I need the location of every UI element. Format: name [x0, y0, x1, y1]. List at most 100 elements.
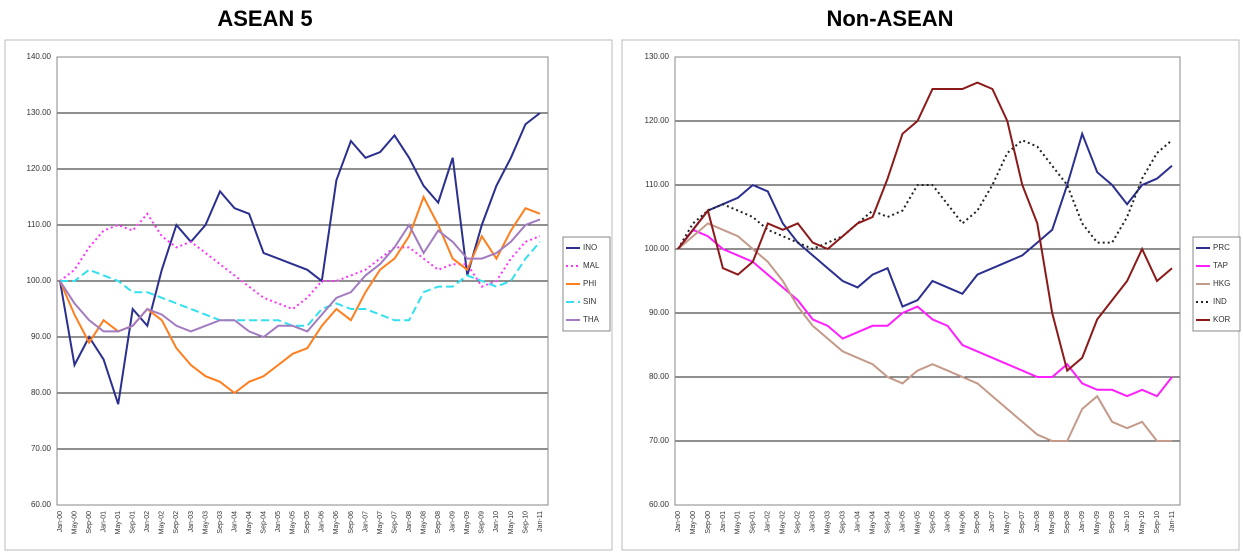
x-tick-label: Jan-08 [406, 511, 413, 533]
legend-label: KOR [1213, 315, 1231, 324]
panel-frame [621, 39, 1240, 551]
x-tick-label: Jan-03 [188, 511, 195, 533]
y-tick-label: 120.00 [27, 164, 52, 173]
series-line [59, 212, 541, 311]
legend-label: PHI [583, 279, 596, 288]
y-tick-label: 140.00 [27, 52, 52, 61]
x-tick-label: Jan-10 [493, 511, 500, 533]
x-tick-label: May-01 [735, 511, 742, 534]
x-tick-label: Sep-02 [173, 511, 180, 534]
x-tick-label: Sep-03 [840, 511, 847, 534]
y-tick-label: 90.00 [649, 308, 670, 317]
x-tick-label: Jan-09 [450, 511, 457, 533]
x-tick-label: Jan-00 [675, 511, 682, 533]
series-line [677, 139, 1173, 251]
series-line [677, 81, 1173, 373]
x-tick-label: May-08 [420, 511, 427, 534]
x-tick-label: Sep-07 [391, 511, 398, 534]
series-line [59, 194, 541, 395]
y-tick-label: 100.00 [27, 276, 52, 285]
y-tick-label: 130.00 [27, 108, 52, 117]
x-tick-label: Sep-04 [260, 511, 267, 534]
x-tick-label: Jan-01 [100, 511, 107, 533]
x-tick-label: May-10 [508, 511, 515, 534]
x-tick-label: May-00 [690, 511, 697, 534]
legend-label: SIN [583, 297, 597, 306]
series-line [677, 228, 1173, 398]
x-tick-label: May-02 [780, 511, 787, 534]
x-tick-label: Sep-00 [705, 511, 712, 534]
chart-title: Non-ASEAN [826, 6, 953, 31]
x-tick-label: Sep-01 [130, 511, 137, 534]
y-tick-label: 70.00 [31, 444, 52, 453]
x-tick-label: May-06 [959, 511, 966, 534]
x-tick-label: May-00 [71, 511, 78, 534]
panel-frame [4, 39, 613, 551]
x-tick-label: Sep-06 [348, 511, 355, 534]
y-tick-label: 60.00 [649, 500, 670, 509]
series-line [677, 222, 1172, 442]
x-tick-label: May-01 [115, 511, 122, 534]
legend-label: IND [1213, 297, 1227, 306]
y-tick-label: 60.00 [31, 500, 52, 509]
x-tick-label: May-04 [246, 511, 253, 534]
x-tick-label: Sep-09 [479, 511, 486, 534]
x-tick-label: Sep-07 [1019, 511, 1026, 534]
plot-area [674, 56, 1181, 506]
x-tick-label: May-02 [159, 511, 166, 534]
legend-label: HKG [1213, 279, 1230, 288]
x-tick-label: Jan-01 [720, 511, 727, 533]
x-tick-label: May-09 [1094, 511, 1101, 534]
y-tick-label: 90.00 [31, 332, 52, 341]
x-tick-label: Jan-11 [537, 511, 544, 532]
y-tick-label: 70.00 [649, 436, 670, 445]
x-tick-label: Sep-09 [1109, 511, 1116, 534]
x-tick-label: Jan-08 [1034, 511, 1041, 533]
y-tick-label: 80.00 [649, 372, 670, 381]
x-tick-label: Sep-05 [304, 511, 311, 534]
legend-label: THA [583, 315, 600, 324]
x-tick-label: May-10 [1139, 511, 1146, 534]
x-tick-label: Jan-11 [1169, 511, 1176, 532]
x-tick-label: Jan-02 [765, 511, 772, 533]
x-tick-label: Sep-02 [795, 511, 802, 534]
series-line [59, 218, 541, 339]
x-tick-label: Sep-01 [750, 511, 757, 534]
legend-label: INO [583, 243, 597, 252]
x-tick-label: Sep-04 [884, 511, 891, 534]
x-tick-label: May-05 [914, 511, 921, 534]
x-tick-label: Jan-05 [899, 511, 906, 533]
x-tick-label: Jan-04 [854, 511, 861, 533]
x-tick-label: Sep-10 [1154, 511, 1161, 534]
y-tick-label: 130.00 [645, 52, 670, 61]
x-tick-label: Jan-00 [57, 511, 64, 533]
x-tick-label: Sep-08 [1064, 511, 1071, 534]
x-tick-label: May-08 [1049, 511, 1056, 534]
x-tick-label: Jan-07 [362, 511, 369, 533]
x-tick-label: Jan-06 [944, 511, 951, 533]
y-tick-label: 80.00 [31, 388, 52, 397]
y-tick-label: 110.00 [27, 220, 51, 229]
x-tick-label: Jan-06 [319, 511, 326, 533]
x-tick-label: Sep-10 [522, 511, 529, 534]
x-tick-label: Jan-03 [810, 511, 817, 533]
y-tick-label: 100.00 [645, 244, 670, 253]
series-line [677, 130, 1173, 308]
x-tick-label: Sep-00 [86, 511, 93, 534]
x-tick-label: Jan-07 [989, 511, 996, 533]
legend-label: TAP [1213, 261, 1228, 270]
x-tick-label: Jan-09 [1079, 511, 1086, 533]
plot-area [56, 56, 549, 506]
x-tick-label: May-03 [825, 511, 832, 534]
x-tick-label: May-07 [377, 511, 384, 534]
x-tick-label: Jan-02 [144, 511, 151, 533]
legend-label: PRC [1213, 243, 1230, 252]
x-tick-label: Sep-03 [217, 511, 224, 534]
y-tick-label: 110.00 [645, 180, 669, 189]
series-line [60, 241, 541, 327]
x-tick-label: Sep-08 [435, 511, 442, 534]
x-tick-label: May-05 [290, 511, 297, 534]
x-tick-label: Sep-06 [974, 511, 981, 534]
x-tick-label: May-06 [333, 511, 340, 534]
